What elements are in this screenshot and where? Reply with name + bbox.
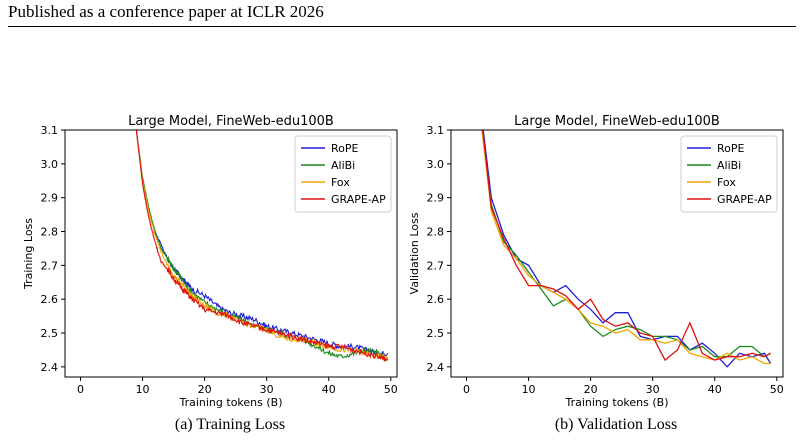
y-tick-label: 2.7 xyxy=(427,259,445,272)
legend-label: RoPE xyxy=(331,142,359,155)
x-tick-label: 10 xyxy=(136,383,150,396)
y-axis-label: Validation Loss xyxy=(408,212,421,294)
x-tick-label: 20 xyxy=(584,383,598,396)
legend-label: Fox xyxy=(331,176,350,189)
y-tick-label: 2.9 xyxy=(41,192,59,205)
x-axis-label: Training tokens (B) xyxy=(178,396,282,409)
plot-frame xyxy=(450,129,784,378)
legend-label: AliBi xyxy=(331,159,355,172)
legend-label: GRAPE-AP xyxy=(717,193,772,206)
x-tick-label: 40 xyxy=(322,383,336,396)
chart-training-loss: Large Model, FineWeb-edu100B 0 10 20 30 40 50 2… xyxy=(22,114,398,409)
legend-label: GRAPE-AP xyxy=(331,193,386,206)
chart-title: Large Model, FineWeb-edu100B xyxy=(514,114,720,129)
y-tick-label: 2.6 xyxy=(41,293,59,306)
chart-validation-loss: Large Model, FineWeb-edu100B 0 10 20 30 40 50 2… xyxy=(408,114,784,409)
legend-label: RoPE xyxy=(717,142,745,155)
legend: RoPE AliBi Fox GRAPE-AP xyxy=(294,135,392,213)
y-tick-label: 2.7 xyxy=(41,259,59,272)
x-tick-label: 40 xyxy=(708,383,722,396)
legend-box xyxy=(294,135,392,213)
y-tick-label: 3.0 xyxy=(427,158,445,171)
y-tick-label: 2.5 xyxy=(427,327,445,340)
legend: RoPE AliBi Fox GRAPE-AP xyxy=(680,135,778,213)
y-tick-label: 2.8 xyxy=(427,226,445,239)
x-tick-label: 50 xyxy=(384,383,398,396)
x-axis-label: Training tokens (B) xyxy=(564,396,668,409)
caption-validation-loss: (b) Validation Loss xyxy=(554,416,678,433)
y-tick-label: 3.1 xyxy=(41,124,59,137)
header-rule xyxy=(8,26,796,27)
chart-title: Large Model, FineWeb-edu100B xyxy=(128,114,334,129)
x-tick-label: 0 xyxy=(463,383,470,396)
y-tick-label: 2.4 xyxy=(427,361,445,374)
x-tick-label: 0 xyxy=(77,383,84,396)
y-tick-label: 3.0 xyxy=(41,158,59,171)
running-header: Published as a conference paper at ICLR … xyxy=(8,2,324,21)
y-tick-label: 2.4 xyxy=(41,361,59,374)
series-line-rope xyxy=(482,130,772,368)
x-tick-label: 10 xyxy=(522,383,536,396)
legend-box xyxy=(680,135,778,213)
series-line-grape-ap xyxy=(482,130,771,362)
plot-frame xyxy=(64,129,398,378)
y-axis-label: Training Loss xyxy=(22,218,35,290)
y-tick-label: 2.8 xyxy=(41,226,59,239)
x-tick-label: 30 xyxy=(646,383,660,396)
y-tick-label: 2.6 xyxy=(427,293,445,306)
legend-label: Fox xyxy=(717,176,736,189)
series-line-fox xyxy=(135,130,389,361)
y-tick-label: 3.1 xyxy=(427,124,445,137)
x-tick-label: 20 xyxy=(198,383,212,396)
y-tick-label: 2.9 xyxy=(427,192,445,205)
x-tick-label: 30 xyxy=(260,383,274,396)
series-line-fox xyxy=(481,130,771,365)
caption-training-loss: (a) Training Loss xyxy=(174,416,286,433)
y-tick-label: 2.5 xyxy=(41,327,59,340)
x-tick-label: 50 xyxy=(770,383,784,396)
series-line-grape-ap xyxy=(135,130,388,362)
legend-label: AliBi xyxy=(717,159,741,172)
